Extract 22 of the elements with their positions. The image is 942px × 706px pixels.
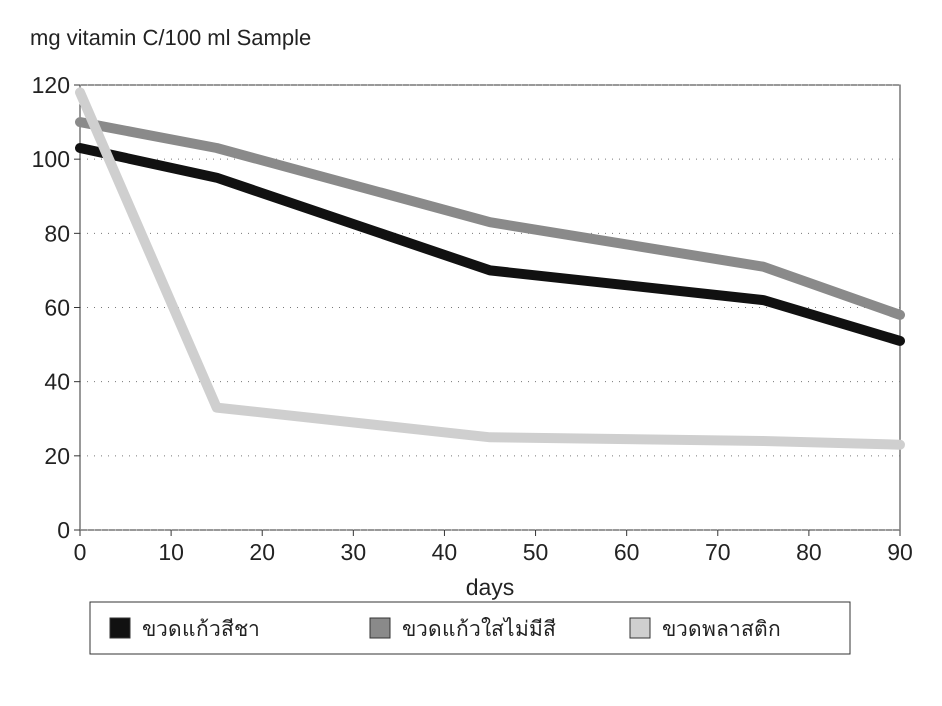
y-tick-label: 20 <box>44 442 70 469</box>
x-tick-label: 90 <box>887 539 913 565</box>
x-tick-label: 80 <box>796 539 822 565</box>
x-axis-title: days <box>466 574 514 600</box>
legend-label: ขวดแก้วใสไม่มีสี <box>402 617 556 641</box>
x-tick-label: 20 <box>249 539 276 565</box>
x-tick-label: 50 <box>522 539 548 565</box>
x-tick-label: 70 <box>704 539 731 565</box>
x-tick-label: 10 <box>158 539 184 565</box>
x-tick-label: 0 <box>74 539 86 565</box>
y-tick-label: 0 <box>57 517 70 543</box>
y-tick-label: 100 <box>32 146 70 172</box>
x-tick-label: 30 <box>340 539 366 565</box>
x-tick-label: 60 <box>614 539 640 565</box>
y-tick-label: 120 <box>32 72 70 98</box>
y-tick-label: 40 <box>44 368 70 395</box>
x-tick-label: 40 <box>432 539 458 565</box>
legend-label: ขวดพลาสติก <box>662 618 781 641</box>
y-tick-label: 80 <box>44 220 70 246</box>
legend-label: ขวดแก้วสีชา <box>142 618 260 641</box>
y-axis-title: mg vitamin C/100 ml Sample <box>30 25 312 50</box>
y-tick-label: 60 <box>44 294 70 320</box>
